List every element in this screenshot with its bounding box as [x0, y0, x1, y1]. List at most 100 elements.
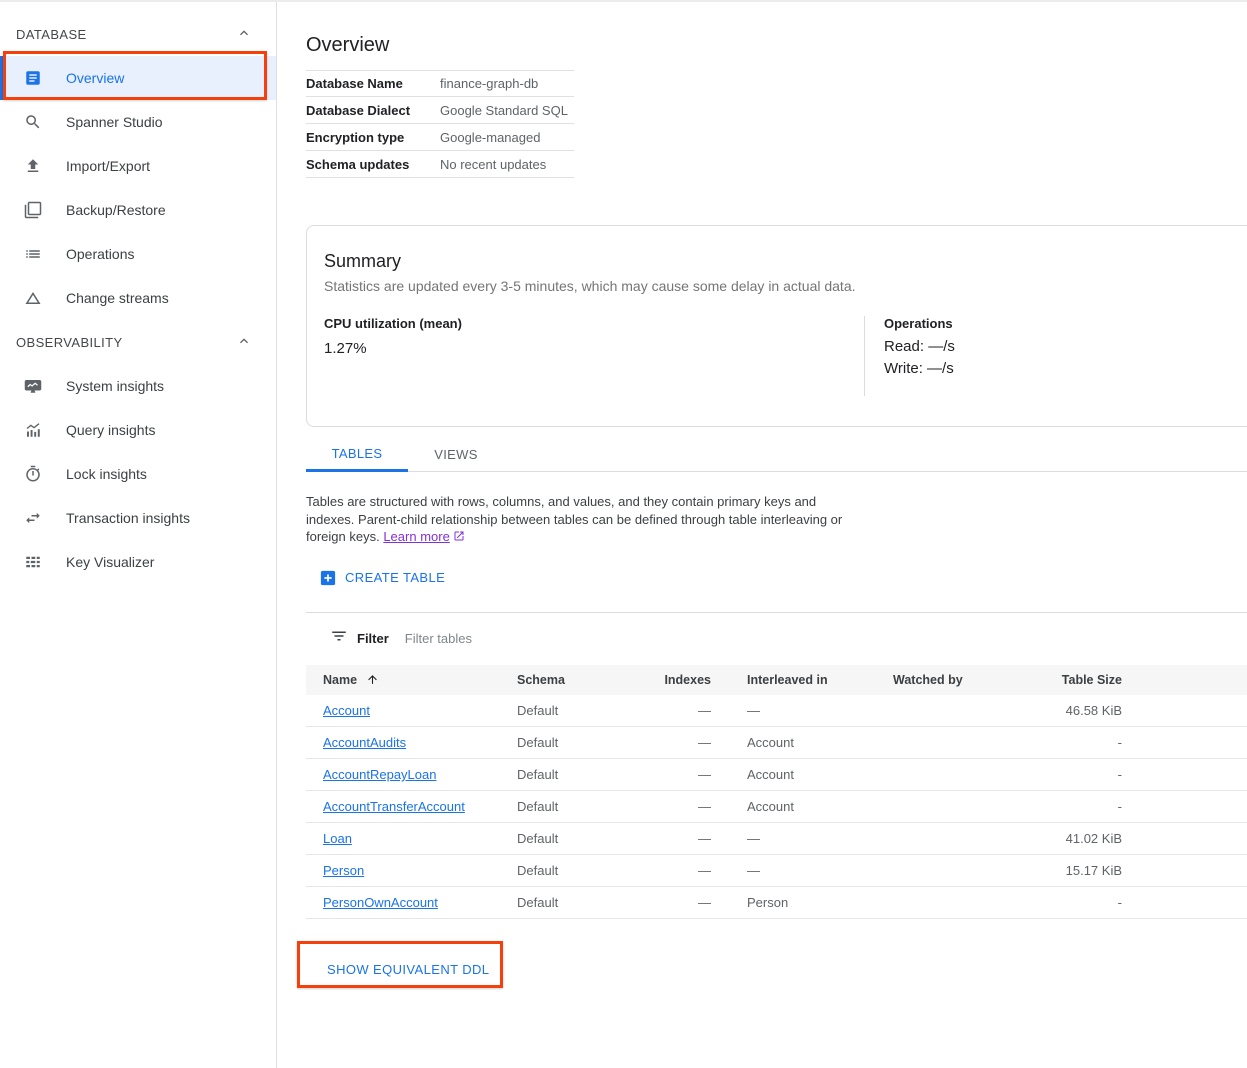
- tab-tables[interactable]: TABLES: [306, 437, 408, 472]
- sidebar-item-import-export[interactable]: Import/Export: [0, 144, 276, 188]
- info-row-encryption-type: Encryption type Google-managed: [306, 124, 574, 151]
- schema-cell: Default: [517, 702, 559, 718]
- chevron-up-icon[interactable]: [236, 333, 252, 352]
- interleaved-in-cell: Account: [747, 799, 794, 814]
- sidebar-item-query-insights[interactable]: Query insights: [0, 408, 276, 452]
- sidebar-item-label: Spanner Studio: [66, 114, 163, 130]
- stopwatch-icon: [24, 465, 42, 483]
- sidebar-item-label: Import/Export: [66, 158, 151, 174]
- sidebar-item-label: System insights: [66, 378, 165, 394]
- watched-by-cell: [889, 823, 1040, 855]
- table-name-link[interactable]: Person: [323, 863, 365, 878]
- table-name-link[interactable]: AccountTransferAccount: [323, 799, 465, 814]
- external-link-icon: [450, 529, 465, 544]
- sidebar-section-observability[interactable]: OBSERVABILITY: [0, 320, 276, 364]
- swap-arrows-icon: [24, 509, 42, 527]
- section-label: DATABASE: [16, 26, 87, 42]
- show-equivalent-ddl-button[interactable]: SHOW EQUIVALENT DDL: [318, 946, 509, 993]
- tables-description: Tables are structured with rows, columns…: [306, 493, 862, 546]
- sidebar-item-change-streams[interactable]: Change streams: [0, 276, 276, 320]
- indexes-cell: —: [698, 735, 711, 750]
- table-row: AccountRepayLoan Default — Account -: [306, 759, 1247, 791]
- indexes-cell: —: [698, 895, 711, 910]
- filter-tables-input[interactable]: [404, 631, 805, 646]
- sidebar-item-backup-restore[interactable]: Backup/Restore: [0, 188, 276, 232]
- chevron-up-icon[interactable]: [236, 25, 252, 44]
- sidebar-item-label: Operations: [66, 246, 135, 262]
- page-title: Overview: [306, 34, 390, 56]
- watched-by-cell: [889, 887, 1040, 919]
- indexes-cell: —: [698, 767, 711, 782]
- table-name-link[interactable]: Account: [323, 702, 370, 718]
- watched-by-cell: [889, 791, 1040, 823]
- interleaved-in-cell: Person: [747, 895, 789, 910]
- table-header-row: Name Schema Indexes Interleaved in Watch…: [306, 664, 1247, 695]
- sidebar-item-key-visualizer[interactable]: Key Visualizer: [0, 540, 276, 584]
- operations-stat: Operations Read: —/s Write: —/s: [864, 316, 955, 396]
- tab-views[interactable]: VIEWS: [434, 447, 478, 462]
- watched-by-cell: [889, 855, 1040, 887]
- sidebar-item-overview[interactable]: Overview: [0, 56, 276, 100]
- bar-chart-trend-icon: [24, 421, 42, 439]
- filter-bar: Filter: [306, 613, 1247, 665]
- sidebar-section-database[interactable]: DATABASE: [0, 12, 276, 56]
- summary-stats: CPU utilization (mean) 1.27% Operations …: [324, 316, 1247, 396]
- interleaved-in-cell: —: [747, 702, 760, 718]
- search-icon: [24, 113, 42, 131]
- table-size-cell: -: [1117, 735, 1122, 750]
- sidebar-item-system-insights[interactable]: System insights: [0, 364, 276, 408]
- table-name-link[interactable]: AccountAudits: [323, 735, 407, 750]
- table-row: Account Default — — 46.58 KiB: [306, 695, 1247, 727]
- table-section-divider: [306, 611, 1247, 613]
- sort-ascending-icon[interactable]: [357, 673, 379, 687]
- create-table-button[interactable]: CREATE TABLE: [320, 570, 445, 586]
- table-name-link[interactable]: AccountRepayLoan: [323, 767, 437, 782]
- create-table-label: CREATE TABLE: [345, 570, 446, 585]
- table-row: AccountTransferAccount Default — Account…: [306, 791, 1247, 823]
- page-top-divider: [0, 0, 1247, 2]
- watched-by-cell: [889, 727, 1040, 759]
- schema-cell: Default: [517, 735, 559, 750]
- sidebar-item-operations[interactable]: Operations: [0, 232, 276, 276]
- column-header-indexes[interactable]: Indexes: [664, 672, 711, 687]
- sidebar-item-lock-insights[interactable]: Lock insights: [0, 452, 276, 496]
- monitor-chart-icon: [24, 377, 42, 395]
- column-header-name[interactable]: Name: [306, 665, 517, 695]
- sidebar-item-transaction-insights[interactable]: Transaction insights: [0, 496, 276, 540]
- cpu-utilization-stat: CPU utilization (mean) 1.27%: [324, 316, 864, 396]
- interleaved-in-cell: Account: [747, 767, 794, 782]
- column-header-watched-by[interactable]: Watched by: [893, 672, 963, 687]
- sidebar-item-label: Query insights: [66, 422, 156, 438]
- info-label: Database Name: [306, 76, 403, 91]
- sidebar-item-label: Backup/Restore: [66, 202, 166, 218]
- info-row-database-name: Database Name finance-graph-db: [306, 70, 574, 97]
- column-header-interleaved-in[interactable]: Interleaved in: [747, 672, 828, 687]
- summary-subtitle: Statistics are updated every 3-5 minutes…: [324, 278, 856, 294]
- schema-cell: Default: [517, 895, 559, 910]
- interleaved-in-cell: —: [747, 863, 760, 878]
- filter-icon: [330, 627, 348, 650]
- filter-label: Filter: [357, 631, 389, 646]
- info-label: Schema updates: [306, 156, 410, 172]
- sidebar-item-label: Overview: [66, 70, 125, 86]
- cpu-utilization-label: CPU utilization (mean): [324, 316, 462, 331]
- info-value: finance-graph-db: [440, 76, 539, 91]
- overview-book-icon: [24, 69, 42, 87]
- learn-more-link[interactable]: Learn more: [383, 529, 450, 544]
- watched-by-cell: [889, 759, 1040, 791]
- column-header-schema[interactable]: Schema: [517, 672, 565, 687]
- section-label: OBSERVABILITY: [16, 334, 123, 350]
- sidebar-item-label: Lock insights: [66, 466, 147, 482]
- table-row: AccountAudits Default — Account -: [306, 727, 1247, 759]
- plus-icon: [320, 570, 336, 586]
- column-header-table-size[interactable]: Table Size: [1061, 672, 1122, 687]
- table-name-link[interactable]: Loan: [323, 831, 352, 846]
- table-name-link[interactable]: PersonOwnAccount: [323, 895, 438, 910]
- sidebar-item-spanner-studio[interactable]: Spanner Studio: [0, 100, 276, 144]
- sidebar-item-label: Transaction insights: [66, 510, 190, 526]
- summary-title: Summary: [324, 251, 402, 271]
- indexes-cell: —: [698, 702, 711, 718]
- grid-pattern-icon: [24, 553, 42, 571]
- tab-bar: TABLES VIEWS: [306, 437, 1247, 472]
- copy-layers-icon: [24, 201, 42, 219]
